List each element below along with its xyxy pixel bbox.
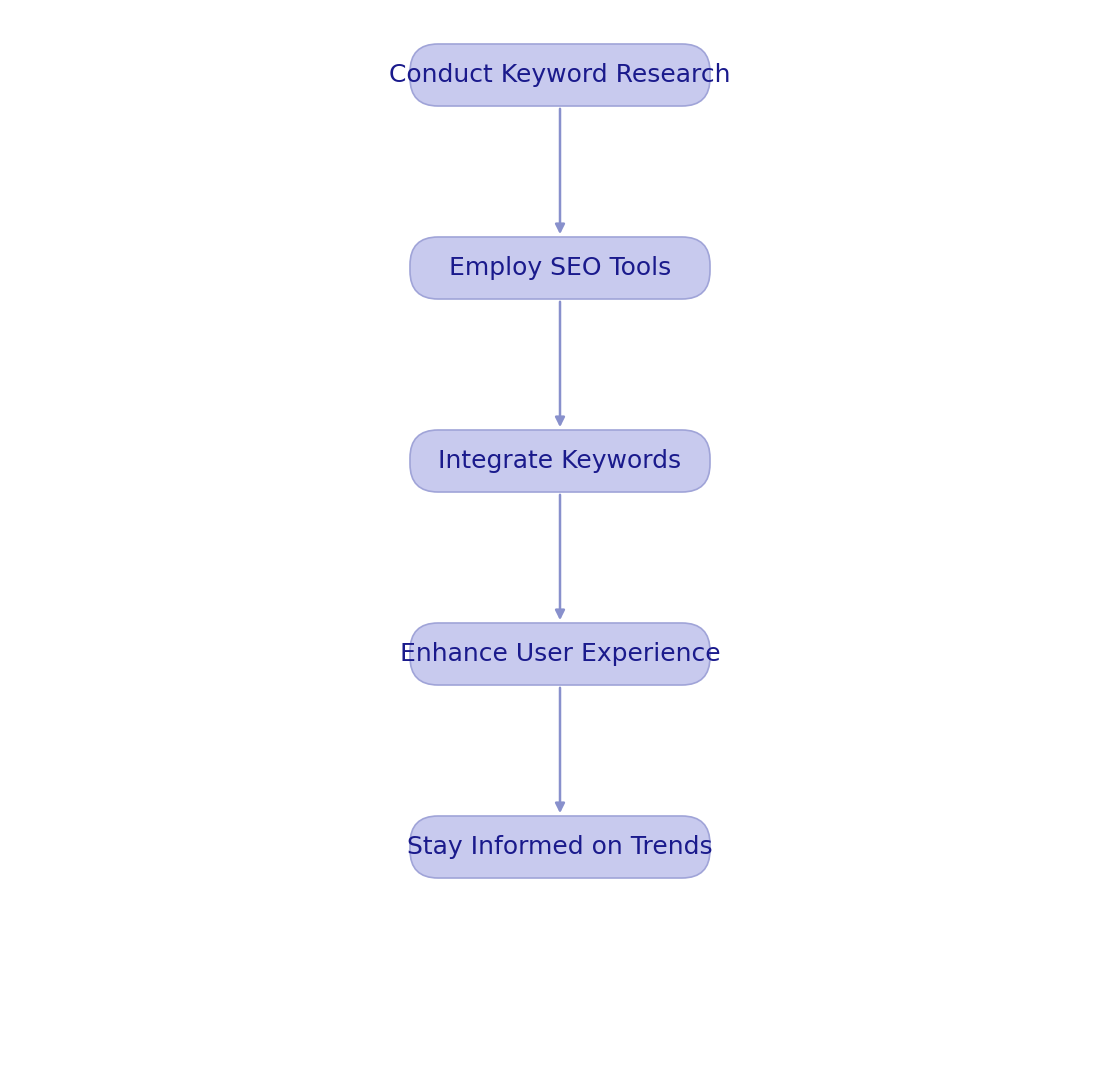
FancyBboxPatch shape [410, 237, 710, 299]
Text: Conduct Keyword Research: Conduct Keyword Research [390, 63, 730, 87]
FancyBboxPatch shape [410, 44, 710, 106]
Text: Integrate Keywords: Integrate Keywords [438, 449, 682, 473]
FancyBboxPatch shape [410, 430, 710, 492]
Text: Enhance User Experience: Enhance User Experience [400, 642, 720, 666]
FancyBboxPatch shape [410, 815, 710, 878]
Text: Stay Informed on Trends: Stay Informed on Trends [408, 835, 712, 859]
Text: Employ SEO Tools: Employ SEO Tools [449, 256, 671, 280]
FancyBboxPatch shape [410, 623, 710, 686]
